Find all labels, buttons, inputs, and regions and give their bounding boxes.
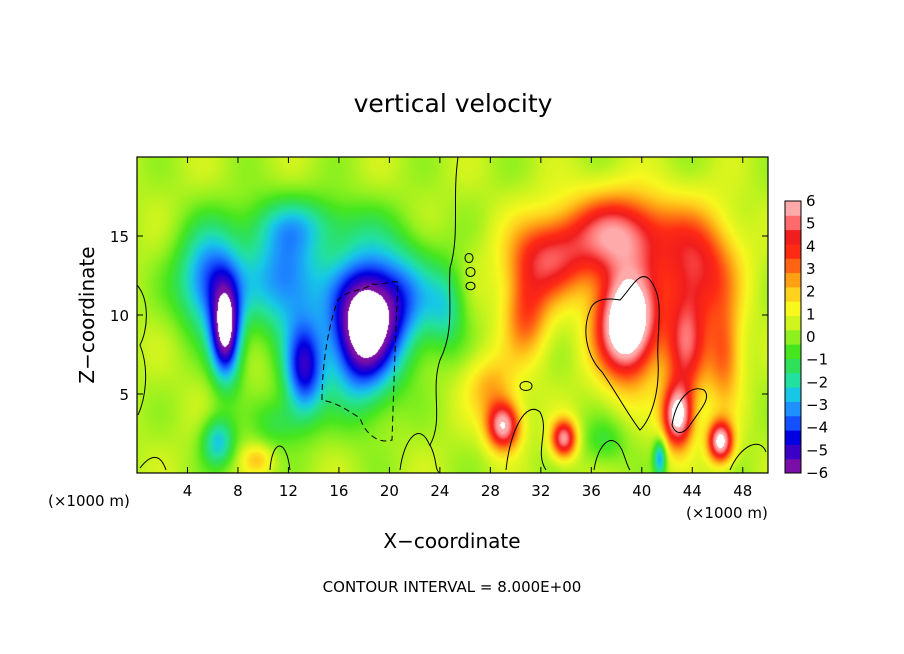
colorbar-swatch [785, 430, 801, 445]
contour-zero-bottom-left [139, 456, 167, 471]
colorbar-swatch [785, 415, 801, 431]
y-axis-label: Z−coordinate [75, 246, 99, 383]
colorbar-swatch [785, 301, 801, 317]
colorbar-tick-label: −1 [806, 351, 828, 369]
colorbar-swatch [785, 458, 801, 474]
colorbar: 6 5 4 3 2 1 0 −1 −2 −3 −4 −5 −6 [784, 192, 828, 482]
x-tick-label: 16 [329, 482, 348, 500]
x-axis-label: X−coordinate [383, 529, 520, 553]
colorbar-tick-label: −6 [806, 464, 828, 482]
colorbar-swatch [785, 201, 801, 216]
x-tick-label: 4 [183, 482, 193, 500]
colorbar-tick-label: 4 [806, 237, 816, 255]
heatmap-image [137, 157, 768, 473]
colorbar-tick-label: −3 [806, 396, 828, 414]
y-axis-ticks: 5 10 15 [110, 228, 768, 404]
contour-zero-divider [429, 157, 459, 473]
colorbar-swatch [785, 258, 801, 274]
colorbar-swatch [785, 272, 801, 288]
contour-zero-small4 [519, 381, 533, 391]
x-tick-label: 20 [380, 482, 399, 500]
x-tick-label: 48 [733, 482, 752, 500]
colorbar-swatch [785, 315, 801, 331]
x-tick-label: 8 [233, 482, 243, 500]
x-tick-label: 32 [531, 482, 550, 500]
x-tick-label: 28 [481, 482, 500, 500]
colorbar-tick-label: 5 [806, 215, 816, 233]
contour-zero-small2 [465, 267, 476, 277]
colorbar-tick-label: 3 [806, 260, 816, 278]
colorbar-swatch [785, 243, 801, 259]
colorbar-swatch [785, 401, 801, 417]
contour-zero-bottom2 [269, 445, 291, 471]
contour-zero-small1 [464, 253, 474, 263]
colorbar-swatch [785, 387, 801, 402]
y-tick-label: 15 [110, 228, 129, 246]
colorbar-tick-label: 6 [806, 192, 816, 210]
contour-pos-right [671, 388, 708, 433]
chart-title: vertical velocity [354, 89, 553, 118]
x-unit-left: (×1000 m) [48, 492, 130, 510]
contour-zero-small3 [465, 281, 476, 291]
colorbar-swatch [785, 372, 801, 388]
contour-zero-left [137, 284, 147, 416]
colorbar-tick-label: −4 [806, 419, 828, 437]
x-tick-label: 24 [430, 482, 449, 500]
x-unit-right: (×1000 m) [686, 504, 768, 522]
x-axis-ticks: 4 8 12 16 20 24 28 32 36 40 44 48 [183, 157, 752, 500]
colorbar-swatch [785, 286, 801, 302]
colorbar-tick-label: 2 [806, 283, 816, 301]
colorbar-swatch [785, 444, 801, 460]
contour-zero-bottom5 [593, 440, 631, 471]
plot-area [136, 156, 769, 474]
colorbar-tick-label: −2 [806, 373, 828, 391]
y-tick-label: 5 [119, 386, 129, 404]
contour-lines [137, 157, 767, 473]
colorbar-swatch [785, 229, 801, 245]
contour-interval-note: CONTOUR INTERVAL = 8.000E+00 [323, 578, 582, 596]
x-tick-label: 36 [582, 482, 601, 500]
colorbar-tick-label: 1 [806, 305, 816, 323]
x-tick-label: 12 [279, 482, 298, 500]
colorbar-swatch [785, 344, 801, 359]
contour-zero-bottom6 [729, 443, 767, 471]
colorbar-tick-label: 0 [806, 328, 816, 346]
x-tick-label: 44 [683, 482, 702, 500]
colorbar-swatch [785, 358, 801, 374]
colorbar-swatch [785, 215, 801, 231]
colorbar-frame [784, 200, 802, 474]
y-tick-label: 10 [110, 307, 129, 325]
colorbar-tick-label: −5 [806, 441, 828, 459]
x-tick-label: 40 [632, 482, 651, 500]
contour-neg-dashed [321, 281, 399, 442]
colorbar-swatch [785, 329, 801, 345]
contour-pos-center [585, 276, 660, 431]
contour-zero-bottom3 [399, 433, 431, 471]
contour-zero-bottom4 [505, 409, 547, 471]
